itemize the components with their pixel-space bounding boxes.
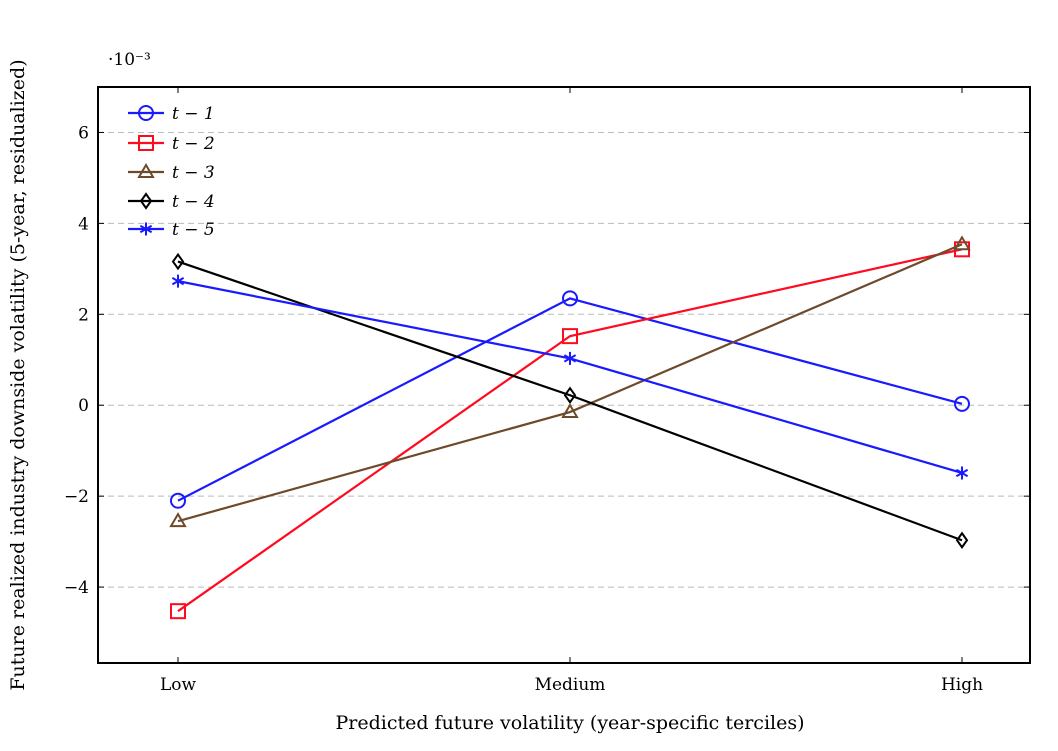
legend-label: t − 3: [172, 163, 215, 183]
y-tick-label: 4: [78, 214, 89, 234]
data-point-star: [955, 466, 969, 480]
grid-lines: [98, 131, 1030, 588]
series-1: [170, 290, 970, 509]
data-point-diamond: [955, 531, 969, 549]
series-line: [177, 280, 963, 475]
legend-entry: t − 5: [128, 220, 215, 240]
legend-label: t − 2: [172, 134, 215, 154]
data-point-star: [171, 274, 185, 288]
legend-entry: t − 4: [128, 192, 215, 212]
x-tick-label: Medium: [535, 675, 606, 695]
x-axis-label: Predicted future volatility (year-specif…: [335, 712, 804, 734]
series-line: [177, 248, 963, 613]
series-group: [169, 235, 971, 620]
x-tick-label: High: [941, 675, 983, 695]
legend: t − 1 t − 2 t − 3 t − 4 t − 5: [128, 104, 215, 240]
legend-label: t − 5: [172, 220, 215, 240]
legend-marker-triangle: [137, 163, 155, 178]
y-axis-ticks: −4 −2 0 2 4 6: [64, 123, 1030, 598]
data-point-diamond: [563, 386, 577, 404]
legend-label: t − 1: [172, 104, 215, 124]
data-point-triangle: [561, 403, 579, 419]
plot-frame: [97, 86, 1031, 664]
y-axis-label: Future realized industry downside volati…: [7, 59, 29, 690]
series-line: [177, 297, 963, 502]
x-axis-ticks: Low Medium High: [160, 87, 983, 695]
data-point-circle: [170, 492, 186, 509]
y-tick-label: 0: [78, 396, 89, 416]
data-point-star: [563, 351, 577, 365]
legend-entry: t − 3: [128, 163, 215, 183]
y-tick-label: −2: [64, 487, 89, 507]
data-point-diamond: [171, 252, 185, 271]
data-point-square: [170, 603, 186, 620]
data-point-triangle: [953, 235, 971, 251]
series-3: [169, 235, 971, 528]
legend-label: t − 4: [172, 192, 215, 212]
y-scale-label: ·10⁻³: [108, 50, 151, 70]
y-tick-label: 6: [78, 123, 89, 143]
series-line: [177, 243, 963, 523]
x-tick-label: Low: [160, 675, 197, 695]
legend-entry: t − 1: [128, 104, 215, 124]
legend-marker-square: [138, 135, 154, 151]
data-point-triangle: [169, 512, 187, 528]
legend-marker-circle: [138, 105, 154, 121]
data-point-circle: [562, 290, 578, 307]
legend-marker-diamond: [139, 192, 153, 210]
y-tick-label: 2: [78, 305, 89, 325]
data-point-square: [562, 328, 578, 345]
legend-entry: t − 2: [128, 134, 215, 154]
y-tick-label: −4: [64, 578, 89, 598]
legend-marker-star: [139, 222, 153, 236]
series-5: [171, 274, 969, 480]
data-point-circle: [954, 395, 970, 412]
